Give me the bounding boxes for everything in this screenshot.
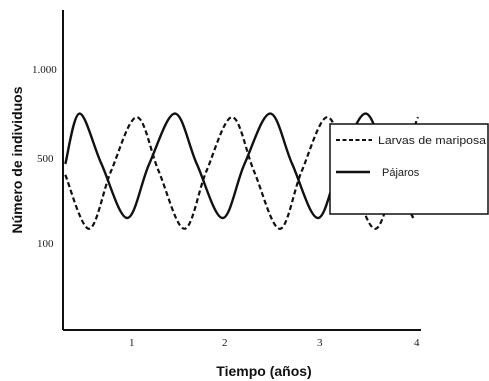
x-axis-title: Tiempo (años): [216, 363, 311, 379]
x-tick-label-1: 1: [129, 337, 135, 349]
series-line-larvas-de-mariposa: [64, 116, 420, 230]
y-tick-label-500: 500: [37, 153, 54, 165]
x-tick-label-4: 4: [414, 337, 420, 349]
legend-label-larvas: Larvas de mariposa: [378, 135, 487, 147]
y-tick-label-100: 100: [37, 238, 54, 250]
legend-label-pajaros: Pájaros: [382, 167, 420, 179]
legend: Larvas de mariposa Pájaros: [329, 123, 489, 215]
x-tick-label-2: 2: [222, 337, 228, 349]
y-axis-title: Número de individuos: [9, 86, 25, 233]
y-tick-label-1000: 1.000: [32, 64, 57, 76]
x-tick-label-3: 3: [317, 337, 323, 349]
